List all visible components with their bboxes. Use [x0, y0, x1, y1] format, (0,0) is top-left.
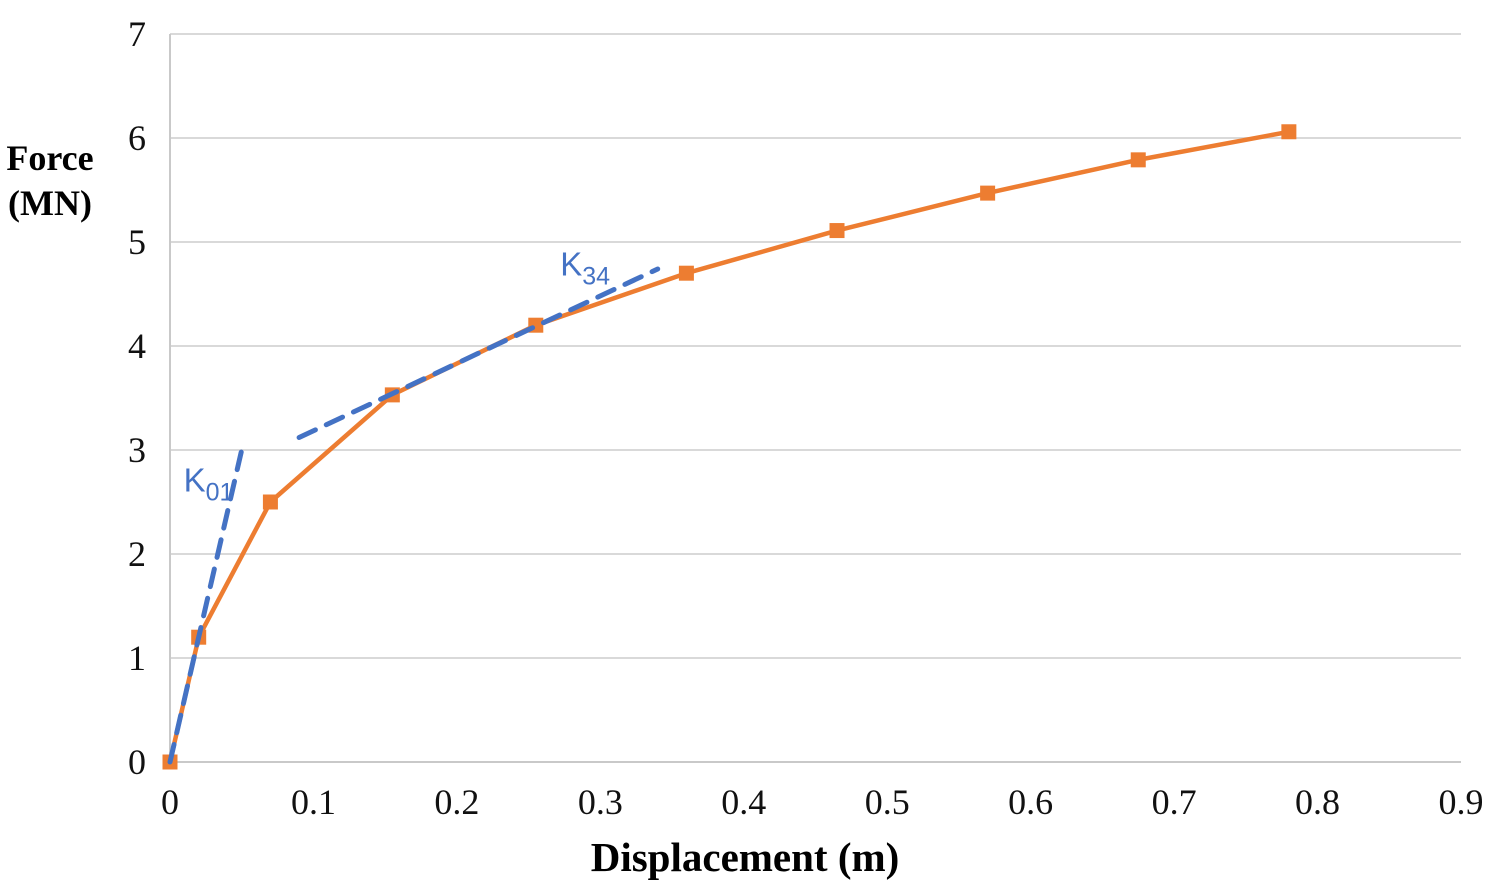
x-tick-label: 0.5 [865, 782, 910, 822]
y-tick-label: 7 [128, 14, 146, 54]
y-tick-label: 6 [128, 118, 146, 158]
x-tick-label: 0.2 [434, 782, 479, 822]
K34-tangent-line [296, 266, 661, 440]
y-tick-label: 1 [128, 638, 146, 678]
force-displacement-curve [167, 129, 1292, 765]
force-displacement-curve-marker [829, 223, 845, 239]
x-tick-label: 0.3 [578, 782, 623, 822]
force-displacement-curve-marker [262, 494, 278, 510]
x-axis-title: Displacement (m) [590, 834, 900, 880]
x-tick-label: 0.7 [1152, 782, 1197, 822]
x-tick-label: 0.6 [1008, 782, 1053, 822]
force-displacement-curve-marker [1281, 124, 1297, 140]
y-tick-label: 3 [128, 430, 146, 470]
x-tick-label: 0 [161, 782, 179, 822]
x-tick-label: 0.4 [721, 782, 766, 822]
K34-label: K34 [560, 245, 610, 290]
y-tick-label: 0 [128, 742, 146, 782]
y-tick-label: 4 [128, 326, 146, 366]
force-displacement-curve-marker [1130, 152, 1146, 168]
y-axis-title-line1: Force [6, 138, 94, 178]
K01-label: K01 [184, 462, 234, 507]
force-displacement-curve-marker [678, 265, 694, 281]
x-tick-label: 0.8 [1295, 782, 1340, 822]
x-tick-label: 0.1 [291, 782, 336, 822]
x-tick-label: 0.9 [1439, 782, 1484, 822]
y-axis-title: Force (MN) [0, 136, 100, 226]
y-tick-label: 2 [128, 534, 146, 574]
force-displacement-curve-marker [980, 185, 996, 201]
K01-tangent-line [167, 447, 245, 765]
y-tick-label: 5 [128, 222, 146, 262]
y-axis-title-line2: (MN) [8, 183, 92, 223]
